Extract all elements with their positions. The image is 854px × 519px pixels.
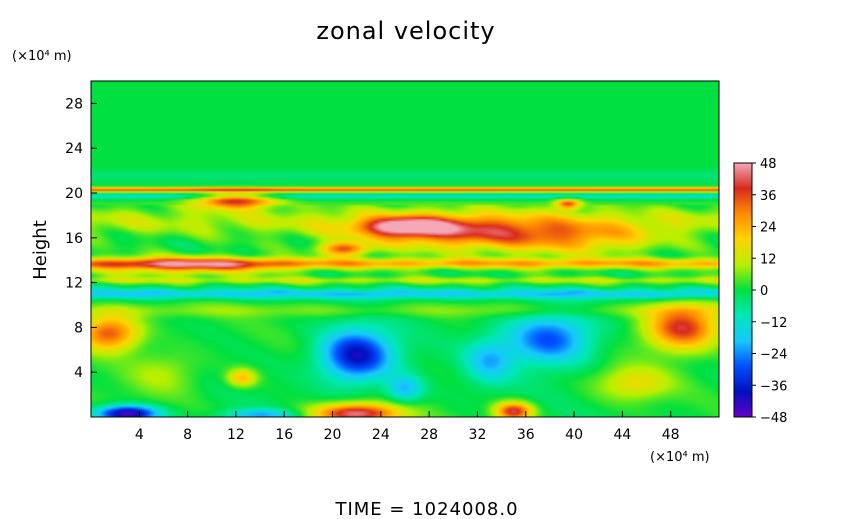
colorbar-gradient bbox=[734, 163, 752, 417]
x-tick-label: 48 bbox=[662, 427, 680, 443]
heatmap-image bbox=[91, 81, 719, 417]
y-axis-title: Height bbox=[30, 220, 51, 280]
colorbar-tick-label: 24 bbox=[760, 221, 777, 236]
colorbar-ticks: 48 36 24 12 0 −12 −24 −36 −48 bbox=[752, 157, 787, 426]
colorbar: 48 36 24 12 0 −12 −24 −36 −48 bbox=[733, 157, 787, 426]
colorbar-tick-label: −36 bbox=[760, 379, 787, 394]
x-axis-ticks: 4 8 12 16 20 24 28 32 36 40 44 48 bbox=[135, 411, 680, 443]
colorbar-tick-label: −48 bbox=[760, 411, 787, 426]
colorbar-tick-label: −24 bbox=[760, 348, 787, 363]
plot-area bbox=[90, 80, 720, 418]
chart-title: zonal velocity bbox=[316, 17, 495, 45]
y-tick-label: 12 bbox=[65, 276, 83, 292]
x-tick-label: 32 bbox=[469, 427, 487, 443]
x-tick-label: 40 bbox=[565, 427, 583, 443]
x-tick-label: 4 bbox=[135, 427, 144, 443]
x-tick-label: 16 bbox=[275, 427, 293, 443]
x-tick-label: 8 bbox=[183, 427, 192, 443]
x-tick-label: 28 bbox=[420, 427, 438, 443]
y-tick-label: 4 bbox=[74, 365, 83, 381]
y-tick-label: 24 bbox=[65, 141, 83, 157]
colorbar-tick-label: 12 bbox=[760, 252, 777, 267]
y-unit-label: (×10⁴ m) bbox=[12, 49, 72, 64]
y-tick-label: 8 bbox=[74, 320, 83, 336]
colorbar-tick-label: 36 bbox=[760, 189, 777, 204]
x-tick-label: 12 bbox=[227, 427, 245, 443]
y-tick-label: 16 bbox=[65, 231, 83, 247]
plot-frame bbox=[90, 80, 720, 418]
x-tick-label: 36 bbox=[517, 427, 535, 443]
time-label: TIME = 1024008.0 bbox=[334, 499, 518, 519]
x-tick-label: 24 bbox=[372, 427, 390, 443]
x-tick-label: 20 bbox=[324, 427, 342, 443]
y-tick-label: 28 bbox=[65, 96, 83, 112]
y-axis-ticks: 4 8 12 16 20 24 28 bbox=[65, 96, 97, 381]
colorbar-tick-label: −12 bbox=[760, 316, 787, 331]
x-tick-label: 44 bbox=[613, 427, 631, 443]
colorbar-tick-label: 48 bbox=[760, 157, 777, 172]
x-unit-label: (×10⁴ m) bbox=[650, 450, 710, 465]
y-tick-label: 20 bbox=[65, 186, 83, 202]
colorbar-tick-label: 0 bbox=[760, 284, 768, 299]
